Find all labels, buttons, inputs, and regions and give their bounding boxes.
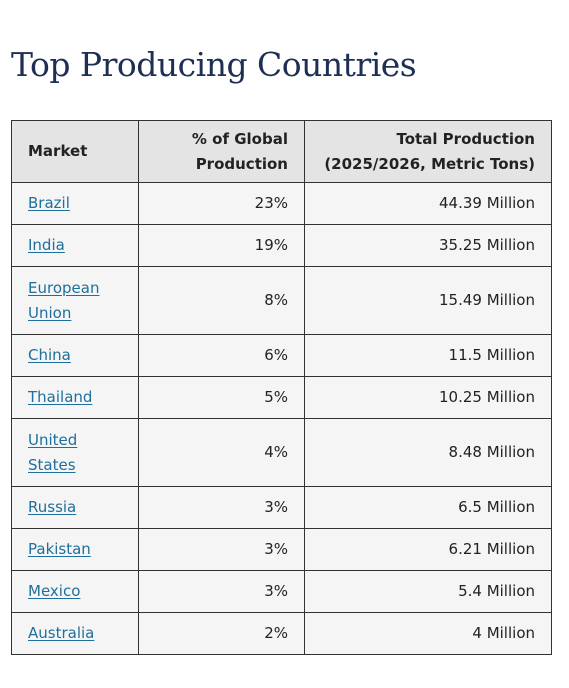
market-cell: Russia xyxy=(11,486,139,529)
share-cell: 2% xyxy=(138,612,305,655)
total-cell: 4 Million xyxy=(304,612,552,655)
market-link-european-union[interactable]: European Union xyxy=(28,278,100,322)
share-cell: 3% xyxy=(138,486,305,529)
column-header-market: Market xyxy=(11,120,139,183)
market-link-brazil[interactable]: Brazil xyxy=(28,194,70,212)
total-cell: 11.5 Million xyxy=(304,334,552,377)
total-cell: 10.25 Million xyxy=(304,376,552,419)
market-cell: United States xyxy=(11,418,139,487)
market-cell: China xyxy=(11,334,139,377)
market-link-united-states[interactable]: United States xyxy=(28,430,78,474)
share-cell: 4% xyxy=(138,418,305,487)
share-cell: 8% xyxy=(138,266,305,335)
share-cell: 3% xyxy=(138,528,305,571)
column-header-global-share-line2: Production xyxy=(195,154,288,173)
table-row: Australia 2% 4 Million xyxy=(11,612,552,655)
total-cell: 6.21 Million xyxy=(304,528,552,571)
table-row: China 6% 11.5 Million xyxy=(11,334,552,377)
table-row: European Union 8% 15.49 Million xyxy=(11,266,552,335)
table-row: Brazil 23% 44.39 Million xyxy=(11,182,552,225)
share-cell: 3% xyxy=(138,570,305,613)
total-cell: 5.4 Million xyxy=(304,570,552,613)
market-link-australia[interactable]: Australia xyxy=(28,624,95,642)
column-header-global-share: % of Global Production xyxy=(138,120,305,183)
market-cell: Mexico xyxy=(11,570,139,613)
total-cell: 35.25 Million xyxy=(304,224,552,267)
market-link-india[interactable]: India xyxy=(28,236,65,254)
market-cell: Brazil xyxy=(11,182,139,225)
column-header-total-production-line2: (2025/2026, Metric Tons) xyxy=(324,154,535,173)
total-cell: 8.48 Million xyxy=(304,418,552,487)
market-cell: Thailand xyxy=(11,376,139,419)
page-title: Top Producing Countries xyxy=(11,45,417,84)
table-row: Pakistan 3% 6.21 Million xyxy=(11,528,552,571)
column-header-total-production: Total Production (2025/2026, Metric Tons… xyxy=(304,120,552,183)
market-link-pakistan[interactable]: Pakistan xyxy=(28,540,91,558)
total-cell: 44.39 Million xyxy=(304,182,552,225)
table-header-row: Market % of Global Production Total Prod… xyxy=(11,120,552,183)
market-cell: Australia xyxy=(11,612,139,655)
total-cell: 6.5 Million xyxy=(304,486,552,529)
column-header-total-production-line1: Total Production xyxy=(396,129,535,148)
market-cell: European Union xyxy=(11,266,139,335)
share-cell: 6% xyxy=(138,334,305,377)
share-cell: 19% xyxy=(138,224,305,267)
market-cell: Pakistan xyxy=(11,528,139,571)
total-cell: 15.49 Million xyxy=(304,266,552,335)
table-row: India 19% 35.25 Million xyxy=(11,224,552,267)
column-header-global-share-line1: % of Global xyxy=(191,129,288,148)
table-row: Mexico 3% 5.4 Million xyxy=(11,570,552,613)
market-cell: India xyxy=(11,224,139,267)
market-link-china[interactable]: China xyxy=(28,346,71,364)
market-link-mexico[interactable]: Mexico xyxy=(28,582,81,600)
table-row: Russia 3% 6.5 Million xyxy=(11,486,552,529)
share-cell: 23% xyxy=(138,182,305,225)
market-link-thailand[interactable]: Thailand xyxy=(28,388,93,406)
market-link-russia[interactable]: Russia xyxy=(28,498,77,516)
table-row: Thailand 5% 10.25 Million xyxy=(11,376,552,419)
table-row: United States 4% 8.48 Million xyxy=(11,418,552,487)
share-cell: 5% xyxy=(138,376,305,419)
production-table: Market % of Global Production Total Prod… xyxy=(11,120,552,655)
